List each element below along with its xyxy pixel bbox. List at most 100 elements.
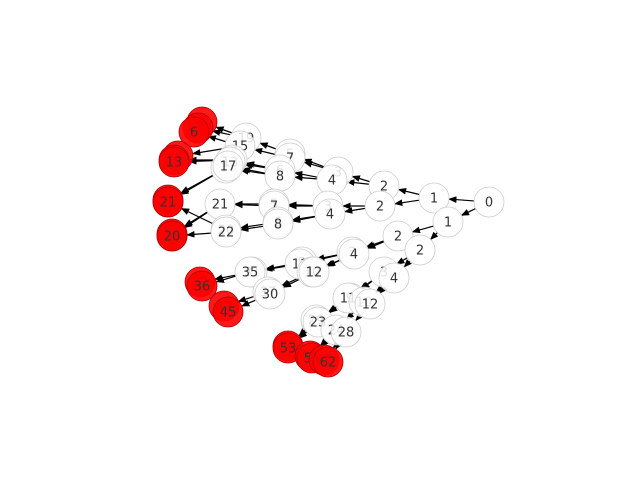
node-circle	[262, 208, 294, 240]
edge-a1-b1	[397, 187, 420, 196]
edge-a1-b2	[394, 199, 420, 207]
edge-d12-e13	[282, 278, 301, 288]
edge-e11-f14	[215, 275, 236, 283]
edge-b4-c8	[403, 259, 412, 268]
node-label: 7	[270, 200, 278, 215]
node-e11: 35	[234, 256, 266, 288]
edge-b1-c1	[351, 175, 370, 183]
node-circle	[210, 216, 242, 248]
edge-c1-d2	[303, 161, 324, 169]
node-label: 36	[194, 280, 211, 295]
edge-b3-c6	[367, 241, 385, 249]
node-label: 4	[390, 272, 398, 287]
node-label: 12	[362, 298, 379, 313]
node-f12: 20	[156, 220, 188, 252]
node-label: 2	[416, 244, 424, 259]
edge-c2-d4	[294, 174, 318, 182]
node-a1: 1	[418, 182, 450, 214]
node-d16: 12	[354, 288, 386, 320]
node-label: 62	[320, 356, 337, 371]
edge-r0-a2	[460, 208, 476, 216]
leaf-node-circle	[186, 270, 218, 302]
edge-r0-a1	[448, 196, 475, 203]
edge-e8-f11	[180, 207, 213, 225]
edge-e3-f6	[188, 157, 218, 165]
node-label: 4	[328, 174, 336, 189]
edge-c3-d5	[288, 201, 314, 209]
node-label: 1	[430, 192, 438, 207]
edge-c4-d8	[291, 216, 316, 224]
node-circle	[432, 206, 464, 238]
node-label: 2	[376, 200, 384, 215]
nodes-layer: 0112222343434345768576891110129111012191…	[152, 106, 505, 378]
node-circle	[234, 256, 266, 288]
edge-e17-f22	[335, 340, 343, 350]
leaf-node-circle	[212, 296, 244, 328]
edge-e7-f10	[183, 211, 208, 229]
edge-d14-e15	[329, 305, 338, 314]
edge-e2-f4	[191, 147, 226, 156]
node-circle	[378, 262, 410, 294]
edge-c2-d3	[293, 170, 318, 178]
node-label: 30	[262, 288, 279, 303]
edge-d6-e7	[234, 201, 260, 209]
node-circle	[338, 238, 370, 270]
node-label: 4	[350, 248, 358, 263]
edge-b1-c2	[346, 179, 370, 186]
node-f11: 21	[152, 186, 184, 218]
edge-e12-f15	[237, 295, 254, 303]
node-label: 4	[326, 208, 334, 223]
node-label: 0	[485, 196, 493, 211]
node-circle	[254, 278, 286, 310]
leaf-node-circle	[152, 186, 184, 218]
edge-d8-e9	[239, 225, 264, 232]
node-circle	[354, 288, 386, 320]
node-label: 6	[190, 126, 198, 141]
node-label: 12	[306, 266, 323, 281]
edge-e9-f12	[186, 230, 212, 238]
leaf-node-circle	[158, 146, 190, 178]
edge-d10-e11	[263, 265, 286, 272]
edge-c1-d1	[303, 158, 325, 168]
node-circle	[364, 190, 396, 222]
node-label: 8	[274, 218, 282, 233]
leaf-node-circle	[312, 346, 344, 378]
node-label: 2	[394, 230, 402, 245]
edge-d1-e1	[259, 142, 277, 150]
node-f22: 62	[312, 346, 344, 378]
node-e9: 22	[210, 216, 242, 248]
node-d8: 8	[262, 208, 294, 240]
edge-b4-c7	[396, 257, 408, 265]
edge-d2-e2	[253, 147, 276, 156]
node-label: 8	[276, 170, 284, 185]
node-circle	[382, 220, 414, 252]
node-label: 1	[444, 216, 452, 231]
edge-e14-f17	[298, 328, 307, 337]
edge-e1-f2	[211, 129, 232, 136]
node-c4: 4	[314, 198, 346, 230]
node-r0: 0	[473, 186, 505, 218]
node-label: 22	[218, 226, 235, 241]
node-e7: 21	[204, 188, 236, 220]
node-e13: 30	[254, 278, 286, 310]
node-label: 21	[160, 196, 177, 211]
node-f16: 45	[212, 296, 244, 328]
node-b4: 2	[404, 234, 436, 266]
node-e17: 28	[330, 316, 362, 348]
edge-e1-f1	[215, 126, 233, 134]
node-circle	[330, 316, 362, 348]
edge-e4-f8	[180, 175, 214, 195]
node-e6: 17	[212, 150, 244, 182]
node-c2: 4	[316, 164, 348, 196]
node-c8: 4	[378, 262, 410, 294]
edge-e13-f16	[241, 299, 257, 307]
edge-d3-e5	[243, 162, 266, 169]
node-f3: 6	[178, 116, 210, 148]
leaf-node-circle	[156, 220, 188, 252]
edge-a2-b4	[430, 231, 439, 240]
node-circle	[473, 186, 505, 218]
node-label: 53	[280, 342, 297, 357]
node-circle	[298, 256, 330, 288]
node-label: 17	[220, 160, 237, 175]
